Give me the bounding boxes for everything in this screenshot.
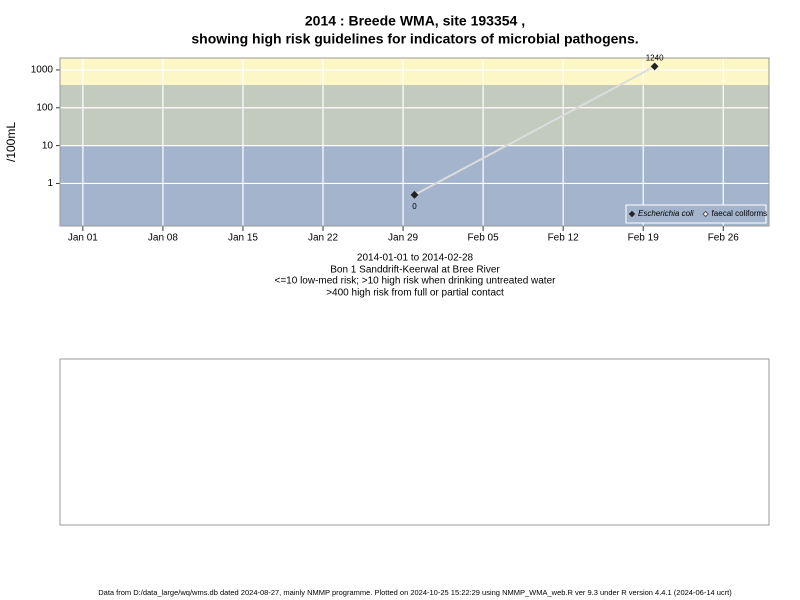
y-tick-label: 1 [47, 178, 53, 189]
chart-title: 2014 : Breede WMA, site 193354 , [305, 13, 525, 29]
y-tick-label: 10 [42, 140, 54, 151]
x-tick-label: Feb 19 [628, 233, 660, 244]
footer: Data from D:/data_large/wq/wms.db dated … [98, 588, 732, 597]
empty-panel [59, 358, 770, 526]
x-tick-label: Jan 15 [228, 233, 258, 244]
plot-frame [59, 57, 770, 227]
x-tick-label: Jan 01 [68, 233, 98, 244]
data-label: 0 [412, 202, 417, 211]
x-tick-label: Feb 12 [548, 233, 580, 244]
chart-subtitle: showing high risk guidelines for indicat… [191, 31, 638, 47]
legend-box [625, 204, 767, 224]
x-tick-label: Feb 26 [708, 233, 740, 244]
x-tick-label: Jan 22 [308, 233, 338, 244]
y-tick-label: 1000 [31, 65, 54, 76]
caption: 2014-01-01 to 2014-02-28 [357, 253, 474, 264]
data-point [650, 62, 659, 71]
y-axis-label: /100mL [4, 122, 18, 162]
risk-band [60, 58, 769, 86]
x-tick-label: Feb 05 [468, 233, 500, 244]
data-label: 1240 [646, 54, 664, 63]
x-tick-label: Jan 08 [148, 233, 178, 244]
legend-marker [702, 210, 709, 218]
caption: >400 high risk from full or partial cont… [326, 288, 504, 299]
y-tick-label: 100 [36, 102, 53, 113]
risk-band [60, 85, 769, 146]
x-tick-label: Jan 29 [388, 233, 418, 244]
legend-marker [628, 210, 636, 218]
caption: <=10 low-med risk; >10 high risk when dr… [275, 276, 557, 287]
legend-label: Escherichia coli [638, 209, 694, 218]
legend-label: faecal coliforms [712, 209, 768, 218]
data-point [410, 190, 419, 199]
caption: Bon 1 Sanddrift-Keerwal at Bree River [330, 265, 500, 276]
series-line [414, 65, 656, 196]
